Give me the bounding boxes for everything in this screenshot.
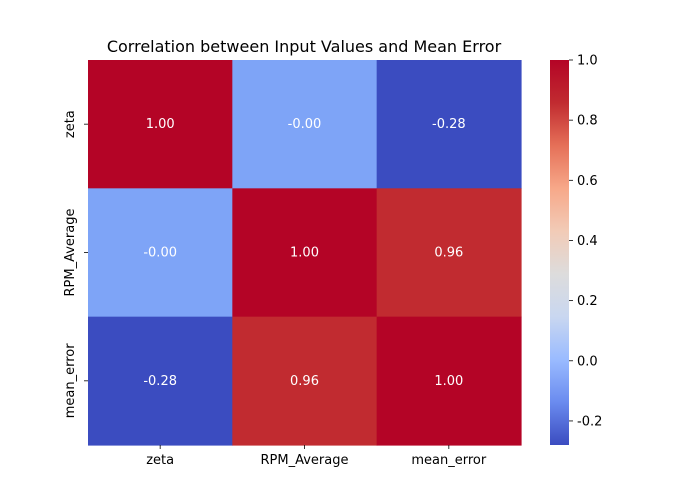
cell-annotation-1-1: 1.00: [290, 245, 319, 260]
colorbar-tick-label: 1.0: [577, 54, 598, 69]
heatmap-cell-1-2: [376, 188, 522, 318]
x-tick-label: RPM_Average: [261, 453, 349, 468]
heatmap-cell-0-1: [232, 60, 378, 189]
heatmap-cell-1-1: [232, 188, 378, 318]
x-tick-label: zeta: [146, 453, 174, 468]
colorbar: 1.0 0.8 0.6 0.4 0.2 0.0 -0.2: [550, 54, 602, 445]
cell-annotation-1-2: 0.96: [434, 245, 463, 260]
cell-annotation-0-1: -0.00: [288, 117, 322, 132]
x-axis-ticks: zeta RPM_Average mean_error: [146, 444, 487, 468]
colorbar-tick-label: 0.6: [577, 174, 598, 189]
colorbar-tick-label: 0.4: [577, 234, 598, 249]
colorbar-tick-label: 0.0: [577, 354, 598, 369]
heatmap-cell-2-0: [88, 316, 233, 446]
colorbar-gradient: [550, 60, 569, 445]
cell-annotation-1-0: -0.00: [143, 245, 177, 260]
cell-annotation-0-0: 1.00: [146, 117, 175, 132]
heatmap-cell-0-0: [88, 60, 233, 189]
colorbar-tick-label: 0.2: [577, 294, 598, 309]
cell-annotation-2-2: 1.00: [434, 374, 463, 389]
cell-annotation-2-0: -0.28: [143, 374, 177, 389]
heatmap-cell-2-1: [232, 316, 378, 446]
colorbar-tick-label: -0.2: [577, 414, 602, 429]
y-tick-label: RPM_Average: [63, 209, 78, 297]
cell-annotation-0-2: -0.28: [432, 117, 466, 132]
heatmap-cell-2-2: [376, 316, 522, 446]
heatmap-cell-0-2: [376, 60, 522, 189]
y-axis-ticks: zeta RPM_Average mean_error: [63, 110, 88, 418]
colorbar-tick-label: 0.8: [577, 114, 598, 129]
x-tick-label: mean_error: [411, 453, 486, 468]
heatmap-cell-1-0: [88, 188, 233, 318]
y-tick-label: mean_error: [63, 343, 78, 418]
y-tick-label: zeta: [63, 110, 78, 138]
chart-title: Correlation between Input Values and Mea…: [107, 37, 502, 56]
heatmap-cells: 1.00 -0.00 -0.28 -0.00 1.00 0.96 -0.28 0.96 1.00: [88, 60, 522, 446]
cell-annotation-2-1: 0.96: [290, 374, 319, 389]
